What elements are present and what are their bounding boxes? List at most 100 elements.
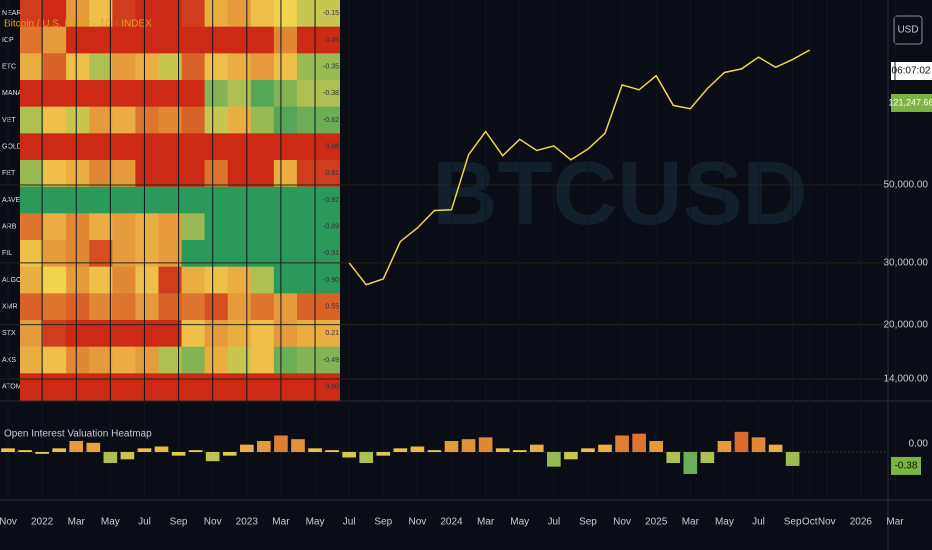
heat-cell (135, 213, 159, 241)
heat-cell (296, 106, 321, 134)
heat-cell (296, 213, 321, 241)
heat-cell (204, 133, 229, 161)
y-tick-label: 20,000.00 (884, 319, 929, 330)
heat-cell (43, 373, 67, 401)
row-label: XMR (2, 304, 18, 311)
heat-cell (250, 293, 275, 321)
row-label: AXS (2, 357, 16, 364)
row-value-bg (320, 213, 340, 241)
row-label-bg (0, 0, 20, 27)
row-label: AAVE (2, 197, 20, 204)
x-tick-label: 2024 (440, 517, 463, 528)
x-tick-label: Mar (886, 517, 904, 528)
oscillator-bar (444, 441, 459, 452)
heat-cell (227, 346, 252, 374)
oscillator-bar (495, 448, 510, 452)
oscillator-bar (410, 446, 425, 452)
heat-cell (135, 133, 159, 161)
x-tick-label: Mar (272, 517, 290, 528)
heat-cell (89, 213, 113, 241)
countdown: 06:07:02 (892, 66, 931, 77)
row-label: ATOM (2, 384, 22, 391)
heat-cell (20, 160, 44, 188)
row-label-bg (0, 293, 20, 320)
x-tick-label: May (101, 517, 120, 528)
heat-cell (204, 106, 229, 134)
row-value-bg (320, 293, 340, 321)
heat-cell (66, 373, 90, 401)
row-value-bg (320, 106, 340, 134)
x-tick-label: 2026 (850, 517, 873, 528)
oscillator-bar (35, 452, 49, 454)
row-value-bg (320, 373, 340, 401)
heat-cell (89, 293, 113, 321)
oscillator-bar (598, 444, 612, 452)
heat-cell (89, 266, 113, 294)
row-label: NEAR (2, 10, 21, 17)
oscillator-bar (188, 450, 203, 452)
heat-cell (273, 240, 298, 268)
heat-cell (158, 293, 183, 321)
heat-cell (250, 373, 275, 401)
heat-cell (204, 53, 229, 81)
x-tick-label: Sep (579, 517, 597, 528)
heat-cell (181, 133, 206, 161)
oscillator-bar (308, 448, 322, 452)
oscillator-bar (461, 439, 476, 452)
heat-cell (112, 106, 136, 134)
heat-cell (227, 293, 252, 321)
last-price-box (891, 93, 932, 112)
heat-cell (181, 346, 206, 374)
heat-cell (89, 133, 113, 161)
heat-cell (20, 80, 44, 108)
heat-cell (43, 133, 67, 161)
heat-cell (112, 213, 136, 241)
heat-cell (181, 213, 206, 241)
heat-cell (181, 240, 206, 268)
heat-cell (135, 373, 159, 401)
heat-cell (66, 320, 90, 348)
heat-cell (89, 26, 113, 54)
heat-cell (204, 26, 229, 54)
oscillator-bar (564, 452, 578, 460)
row-label-bg (0, 373, 20, 400)
heat-cell (135, 346, 159, 374)
row-value-bg (320, 53, 340, 81)
heat-cell (296, 160, 321, 188)
oscillator-title: Open Interest Valuation Heatmap (4, 429, 152, 440)
heat-cell (43, 53, 67, 81)
heat-cell (135, 160, 159, 188)
heat-cell (250, 346, 275, 374)
heat-cell (112, 133, 136, 161)
heat-cell (43, 346, 67, 374)
heat-cell (204, 293, 229, 321)
heat-cell (273, 160, 298, 188)
row-label-bg (0, 160, 20, 187)
heatmap: NEAR-0.15ICP0.45ETC-0.35MANA-0.38VET-0.6… (0, 0, 340, 401)
row-label: FIL (2, 250, 12, 257)
heat-cell (227, 0, 252, 28)
heat-cell (158, 80, 183, 108)
row-value: -0.62 (323, 117, 339, 124)
oscillator-bar (478, 437, 493, 452)
heat-cell (66, 106, 90, 134)
watermark: BTCUSD (433, 144, 808, 244)
price-line (348, 49, 811, 286)
heat-cell (273, 346, 298, 374)
heat-cell (181, 293, 206, 321)
heat-cell (250, 0, 275, 28)
heat-cell (204, 160, 229, 188)
currency-button[interactable] (893, 15, 923, 45)
heat-cell (158, 346, 183, 374)
heat-cell (112, 0, 136, 28)
heat-cell (20, 0, 44, 28)
heat-cell (296, 346, 321, 374)
heat-cell (112, 186, 136, 214)
row-label: VET (2, 117, 16, 124)
heat-cell (227, 320, 252, 348)
heat-cell (181, 53, 206, 81)
currency[interactable]: USD (897, 25, 918, 36)
heat-cell (158, 133, 183, 161)
heat-cell (20, 373, 44, 401)
oscillator-bar (1, 448, 15, 452)
